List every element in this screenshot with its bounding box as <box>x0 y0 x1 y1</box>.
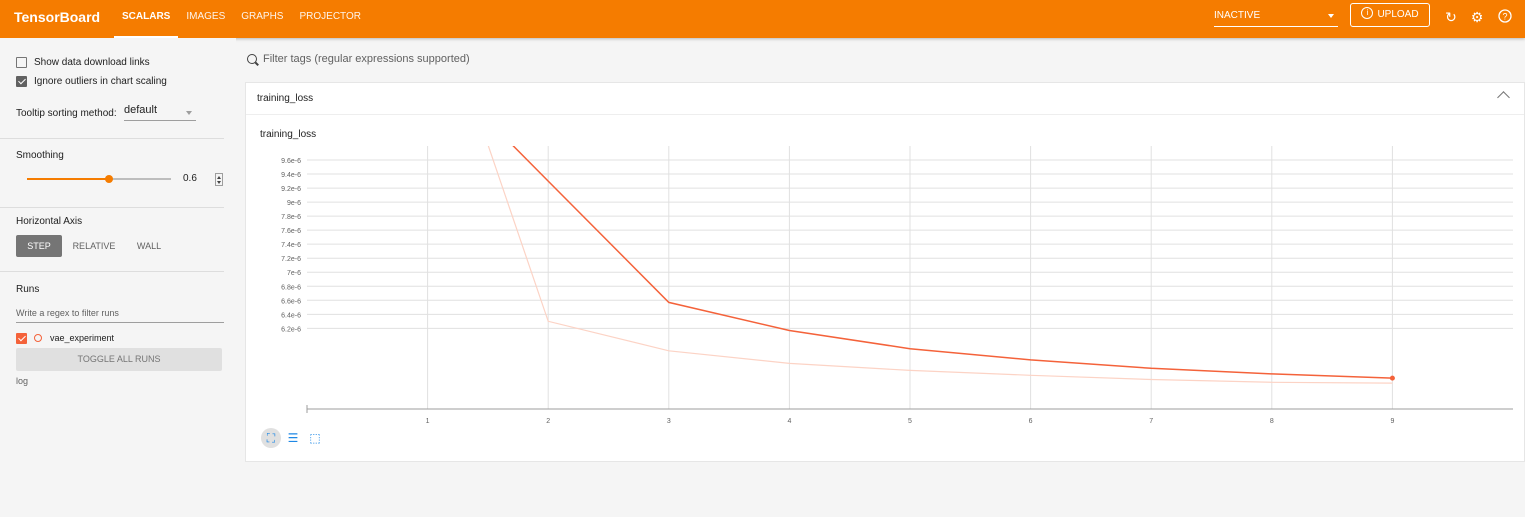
x-tick-label: 8 <box>1270 418 1274 423</box>
refresh-icon[interactable]: ↻ <box>1445 9 1457 25</box>
tab-scalars[interactable]: SCALARS <box>114 0 179 38</box>
run-item[interactable]: vae_experiment <box>16 331 114 345</box>
tooltip-sorting-label: Tooltip sorting method: <box>16 108 117 119</box>
gear-icon[interactable]: ⚙ <box>1470 9 1484 25</box>
select-area-icon[interactable]: ⬚ <box>309 431 321 445</box>
x-tick-label: 1 <box>426 418 430 423</box>
chart-title: training_loss <box>260 129 317 140</box>
search-icon <box>247 54 257 64</box>
raw-series-line <box>487 146 1393 384</box>
smoothing-input[interactable]: 0.6 <box>183 173 223 187</box>
main-nav: SCALARS IMAGES GRAPHS PROJECTOR <box>114 0 369 38</box>
axis-step-button[interactable]: STEP <box>16 235 62 257</box>
y-tick-label: 9.4e-6 <box>281 172 301 179</box>
ignore-outliers-row[interactable]: Ignore outliers in chart scaling <box>16 74 167 88</box>
plugin-status-dropdown[interactable]: INACTIVE <box>1214 8 1338 27</box>
horizontal-axis-label: Horizontal Axis <box>16 216 83 227</box>
tooltip-sorting-select[interactable]: default <box>124 104 196 121</box>
ignore-outliers-label: Ignore outliers in chart scaling <box>34 75 167 87</box>
y-tick-label: 7.2e-6 <box>281 256 301 263</box>
x-tick-label: 3 <box>667 418 671 423</box>
line-chart[interactable]: 9.6e-6 9.4e-6 9.2e-6 9e-6 7.8e-6 7.6e-6 7.4e-6… <box>246 83 1524 423</box>
y-tick-label: 7.8e-6 <box>281 214 301 221</box>
y-tick-label: 7.6e-6 <box>281 228 301 235</box>
toggle-all-runs-button[interactable]: TOGGLE ALL RUNS <box>16 348 222 371</box>
sidebar-divider <box>0 138 224 139</box>
stepper-icon[interactable] <box>215 173 223 186</box>
x-tick-label: 4 <box>787 418 791 423</box>
smoothing-label: Smoothing <box>16 150 64 161</box>
axis-wall-button[interactable]: WALL <box>136 241 162 251</box>
scalar-card: training_loss training_loss 9.6e-6 9.4e-6… <box>245 82 1525 462</box>
tab-graphs[interactable]: GRAPHS <box>241 11 284 22</box>
x-tick-label: 9 <box>1390 418 1394 423</box>
runs-filter-input[interactable]: Write a regex to filter runs <box>16 306 224 323</box>
info-icon: i <box>1361 7 1374 20</box>
top-app-bar: TensorBoard SCALARS IMAGES GRAPHS PROJEC… <box>0 0 1525 38</box>
smoothing-value: 0.6 <box>183 173 197 184</box>
smoothed-series-line <box>512 146 1393 379</box>
last-point-marker <box>1389 375 1395 381</box>
y-tick-label: 7e-6 <box>287 270 301 277</box>
axis-relative-button[interactable]: RELATIVE <box>72 241 116 251</box>
y-tick-label: 7.4e-6 <box>281 242 301 249</box>
y-tick-label: 9e-6 <box>287 200 301 207</box>
fit-domain-icon[interactable]: ⛶ <box>261 428 281 448</box>
show-download-links-label: Show data download links <box>34 56 150 68</box>
ignore-outliers-checkbox[interactable] <box>16 75 27 87</box>
help-icon[interactable]: ? <box>1497 9 1513 25</box>
x-tick-label: 5 <box>908 418 912 423</box>
card-title: training_loss <box>257 93 314 104</box>
runs-label: Runs <box>16 284 40 295</box>
tab-projector[interactable]: PROJECTOR <box>299 11 361 22</box>
toggle-log-scale-icon[interactable]: ☰ <box>287 431 299 445</box>
tag-filter-placeholder: Filter tags (regular expressions support… <box>263 53 470 65</box>
y-tick-label: 6.2e-6 <box>281 326 301 333</box>
upload-button[interactable]: i UPLOAD <box>1350 3 1430 27</box>
svg-text:?: ? <box>1502 12 1507 22</box>
show-download-links-checkbox[interactable] <box>16 56 27 68</box>
tooltip-sorting-value: default <box>124 104 158 116</box>
x-tick-label: 7 <box>1149 418 1153 423</box>
y-tick-label: 6.8e-6 <box>281 284 301 291</box>
run-name: vae_experiment <box>50 333 115 343</box>
run-color-circle-icon[interactable] <box>34 334 42 342</box>
log-dir-label: log <box>16 376 29 386</box>
sidebar-divider <box>0 207 224 208</box>
chevron-down-icon <box>186 111 192 115</box>
y-tick-label: 6.4e-6 <box>281 312 301 319</box>
smoothing-slider-knob[interactable] <box>105 175 114 183</box>
show-download-links-row[interactable]: Show data download links <box>16 55 150 69</box>
tag-filter-input[interactable]: Filter tags (regular expressions support… <box>247 53 470 65</box>
sidebar-divider <box>0 271 224 272</box>
app-brand: TensorBoard <box>14 9 101 25</box>
run-checkbox[interactable] <box>16 332 27 344</box>
upload-label: UPLOAD <box>1377 9 1419 20</box>
y-tick-label: 9.6e-6 <box>281 158 301 165</box>
card-header[interactable]: training_loss <box>246 83 1524 115</box>
tab-images[interactable]: IMAGES <box>186 11 226 22</box>
sidebar: Show data download links Ignore outliers… <box>0 38 236 517</box>
smoothing-slider-fill <box>27 178 110 180</box>
chevron-down-icon <box>1328 14 1334 18</box>
y-tick-label: 6.6e-6 <box>281 298 301 305</box>
x-tick-label: 2 <box>546 418 550 423</box>
plugin-status-value: INACTIVE <box>1214 10 1261 21</box>
x-tick-label: 6 <box>1029 418 1033 423</box>
y-tick-label: 9.2e-6 <box>281 186 301 193</box>
smoothing-slider[interactable] <box>27 175 171 183</box>
